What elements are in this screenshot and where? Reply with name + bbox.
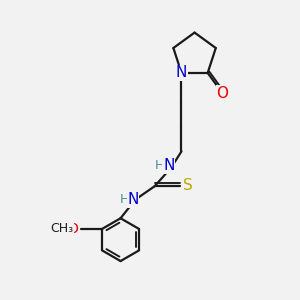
Text: N: N xyxy=(163,158,174,173)
Text: N: N xyxy=(176,65,187,80)
Text: O: O xyxy=(216,85,228,100)
Text: S: S xyxy=(183,178,193,193)
Text: H: H xyxy=(155,159,164,172)
Text: N: N xyxy=(127,192,139,207)
Text: O: O xyxy=(68,222,79,236)
Text: CH₃: CH₃ xyxy=(50,223,73,236)
Text: H: H xyxy=(119,193,129,206)
